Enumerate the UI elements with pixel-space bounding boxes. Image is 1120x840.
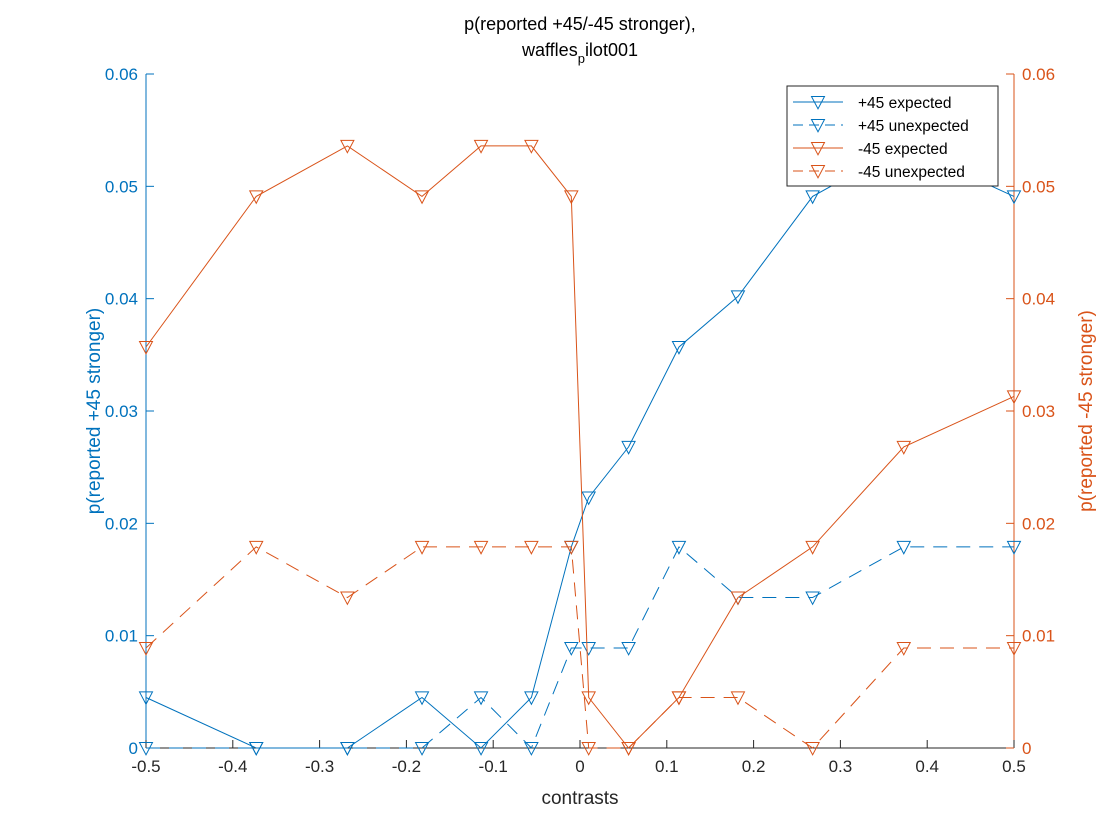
legend: +45 expected +45 unexpected -45 expected -4…: [786, 85, 999, 187]
plot-area: [138, 139, 1022, 756]
data-point-marker: [671, 691, 687, 706]
data-point-marker: [138, 741, 154, 756]
y-axis-label-right: p(reported -45 stronger): [1076, 310, 1097, 512]
data-point-marker: [581, 691, 597, 706]
legend-entry-label: +45 unexpected: [858, 118, 969, 135]
data-point-marker: [524, 540, 539, 555]
x-tick-label: 0.5: [1002, 757, 1026, 776]
chart-title-line2: wafflespilot001: [521, 40, 638, 66]
data-point-marker: [138, 340, 154, 355]
x-tick-label: -0.4: [218, 757, 247, 776]
data-point-marker: [1006, 190, 1022, 205]
data-point-marker: [414, 691, 430, 706]
y-axis-label-left: p(reported +45 stronger): [84, 308, 105, 514]
data-point-marker: [1006, 390, 1022, 405]
data-point-marker: [581, 491, 597, 506]
data-point-marker: [730, 691, 746, 706]
y-tick-label-left: 0.03: [105, 402, 138, 421]
data-point-marker: [896, 440, 912, 455]
data-point-marker: [248, 741, 264, 756]
data-point-marker: [414, 190, 430, 205]
data-point-marker: [414, 741, 430, 756]
data-point-marker: [581, 641, 597, 656]
y-tick-label-right: 0.01: [1022, 627, 1055, 646]
data-point-marker: [414, 540, 430, 555]
legend-swatch-marker: [810, 95, 826, 110]
y-tick-label-left: 0.02: [105, 514, 138, 533]
data-point-marker: [248, 540, 264, 555]
x-tick-label: 0.4: [915, 757, 939, 776]
y-tick-label-right: 0: [1022, 739, 1031, 758]
y-tick-label-left: 0.06: [105, 65, 138, 84]
data-point-marker: [1006, 540, 1022, 555]
y-tick-label-right: 0.05: [1022, 177, 1055, 196]
data-point-marker: [524, 139, 539, 154]
data-point-marker: [473, 139, 489, 154]
x-tick-label: -0.1: [479, 757, 508, 776]
y-tick-label-left: 0.01: [105, 627, 138, 646]
data-point-marker: [621, 741, 636, 756]
data-point-marker: [138, 641, 154, 656]
data-point-marker: [524, 691, 539, 706]
legend-entry-label: +45 expected: [858, 95, 952, 112]
data-point-marker: [138, 691, 154, 706]
data-point-marker: [805, 591, 820, 606]
x-tick-label: 0.3: [829, 757, 853, 776]
data-point-marker: [340, 591, 355, 606]
y-tick-label-left: 0.04: [105, 290, 138, 309]
legend-swatch-marker: [810, 164, 826, 179]
chart-title-line2-rest: ilot001: [585, 40, 638, 60]
chart-title-line2-main: waffles: [521, 40, 578, 60]
data-point-marker: [340, 741, 355, 756]
legend-entry-label: -45 expected: [858, 141, 948, 158]
data-point-marker: [473, 691, 489, 706]
data-point-marker: [730, 591, 746, 606]
series-3: [138, 540, 1022, 756]
data-point-marker: [896, 641, 912, 656]
data-point-marker: [805, 741, 820, 756]
y-tick-label-left: 0: [129, 739, 138, 758]
data-point-marker: [581, 741, 597, 756]
y-tick-label-right: 0.04: [1022, 290, 1055, 309]
data-point-marker: [563, 641, 579, 656]
legend-entry-label: -45 unexpected: [858, 164, 965, 181]
data-point-marker: [896, 540, 912, 555]
data-point-marker: [621, 440, 636, 455]
data-point-marker: [671, 340, 687, 355]
x-tick-label: 0: [575, 757, 584, 776]
legend-swatch-marker: [810, 118, 826, 133]
data-point-marker: [621, 641, 636, 656]
legend-swatch-marker: [810, 141, 826, 156]
data-point-marker: [671, 540, 687, 555]
chart-title-line1: p(reported +45/-45 stronger),: [464, 14, 696, 34]
data-point-marker: [1006, 641, 1022, 656]
data-point-marker: [563, 190, 579, 205]
x-tick-label: 0.2: [742, 757, 766, 776]
data-point-marker: [805, 540, 820, 555]
x-tick-label: -0.3: [305, 757, 334, 776]
x-tick-label: 0.1: [655, 757, 679, 776]
chart-title-line2-subscript: p: [578, 51, 585, 66]
data-point-marker: [563, 540, 579, 555]
data-point-marker: [730, 290, 746, 305]
y-tick-label-right: 0.06: [1022, 65, 1055, 84]
data-point-marker: [340, 139, 355, 154]
y-tick-label-right: 0.02: [1022, 514, 1055, 533]
y-tick-label-right: 0.03: [1022, 402, 1055, 421]
data-point-marker: [805, 190, 820, 205]
series-line: [145, 145, 1015, 749]
data-point-marker: [473, 540, 489, 555]
series-line: [145, 145, 1015, 749]
axes: -0.5 -0.4 -0.3 -0.2 -0.1 0 0.1 0.2 0.3 0.4 0.500.0…: [105, 65, 1055, 776]
x-tick-label: -0.5: [131, 757, 160, 776]
y-tick-label-left: 0.05: [105, 177, 138, 196]
x-axis-label: contrasts: [541, 788, 618, 809]
x-tick-label: -0.2: [392, 757, 421, 776]
series-line: [146, 546, 1014, 749]
data-point-marker: [524, 741, 539, 756]
data-point-marker: [248, 190, 264, 205]
data-point-marker: [473, 741, 489, 756]
